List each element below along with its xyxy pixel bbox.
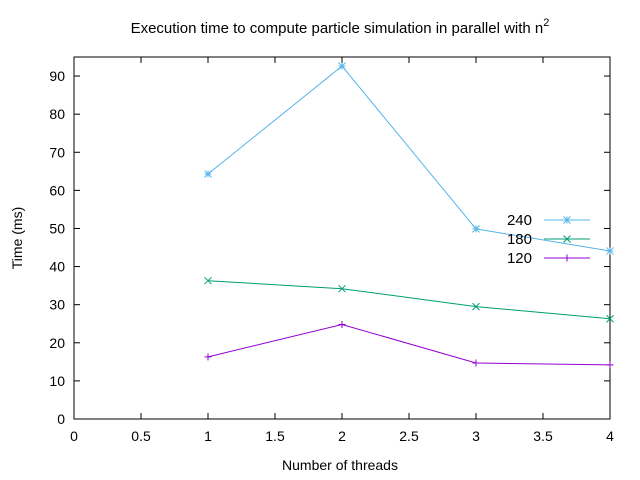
x-tick-label: 1.5 bbox=[265, 428, 285, 444]
y-axis: 0 10 20 30 40 50 60 70 80 90 bbox=[49, 68, 610, 427]
y-axis-label: Time (ms) bbox=[9, 207, 25, 269]
x-tick-label: 1 bbox=[204, 428, 212, 444]
chart-title-text: Execution time to compute particle simul… bbox=[131, 20, 544, 37]
series-layer bbox=[204, 62, 614, 369]
y-tick-label: 0 bbox=[57, 411, 65, 427]
series-240 bbox=[204, 62, 614, 255]
legend-label: 180 bbox=[507, 231, 532, 248]
x-tick-label: 3 bbox=[472, 428, 480, 444]
data-point bbox=[204, 276, 212, 285]
y-tick-label: 90 bbox=[49, 68, 65, 84]
y-tick-label: 20 bbox=[49, 335, 65, 351]
data-point bbox=[563, 254, 571, 262]
y-tick-label: 70 bbox=[49, 144, 65, 160]
x-tick-label: 0.5 bbox=[131, 428, 151, 444]
data-point bbox=[563, 216, 571, 224]
chart-title-superscript: 2 bbox=[543, 17, 549, 29]
y-tick-label: 50 bbox=[49, 220, 65, 236]
data-point bbox=[338, 284, 346, 293]
series-line bbox=[207, 323, 611, 366]
legend-label: 120 bbox=[507, 250, 532, 267]
y-tick-label: 80 bbox=[49, 106, 65, 122]
legend-label: 240 bbox=[507, 212, 532, 229]
x-tick-label: 4 bbox=[606, 428, 614, 444]
x-axis-label: Number of threads bbox=[282, 457, 398, 473]
x-tick-label: 2 bbox=[338, 428, 346, 444]
y-tick-label: 30 bbox=[49, 297, 65, 313]
y-tick-label: 10 bbox=[49, 373, 65, 389]
x-tick-label: 2.5 bbox=[399, 428, 419, 444]
data-point bbox=[338, 320, 346, 328]
legend-item-120: 120 bbox=[507, 250, 590, 267]
data-point bbox=[204, 170, 212, 178]
series-line bbox=[207, 280, 611, 320]
data-point bbox=[472, 225, 480, 233]
legend-item-240: 240 bbox=[507, 212, 590, 229]
data-point bbox=[606, 361, 614, 369]
legend-item-180: 180 bbox=[507, 231, 590, 248]
data-point bbox=[472, 302, 480, 311]
x-tick-label: 3.5 bbox=[533, 428, 553, 444]
data-point bbox=[338, 62, 346, 70]
legend: 240 180 120 bbox=[507, 212, 590, 267]
x-tick-label: 0 bbox=[70, 428, 78, 444]
data-point bbox=[563, 235, 571, 243]
series-line bbox=[207, 65, 611, 252]
data-point bbox=[606, 247, 614, 255]
x-axis: 0 0.5 1 1.5 2 2.5 3 3.5 4 bbox=[70, 57, 614, 444]
data-point bbox=[204, 353, 212, 361]
series-180 bbox=[204, 276, 614, 323]
data-point bbox=[606, 314, 614, 323]
y-tick-label: 60 bbox=[49, 182, 65, 198]
series-120 bbox=[204, 320, 614, 369]
chart-title: Execution time to compute particle simul… bbox=[131, 17, 550, 37]
y-tick-label: 40 bbox=[49, 259, 65, 275]
data-point bbox=[472, 359, 480, 367]
